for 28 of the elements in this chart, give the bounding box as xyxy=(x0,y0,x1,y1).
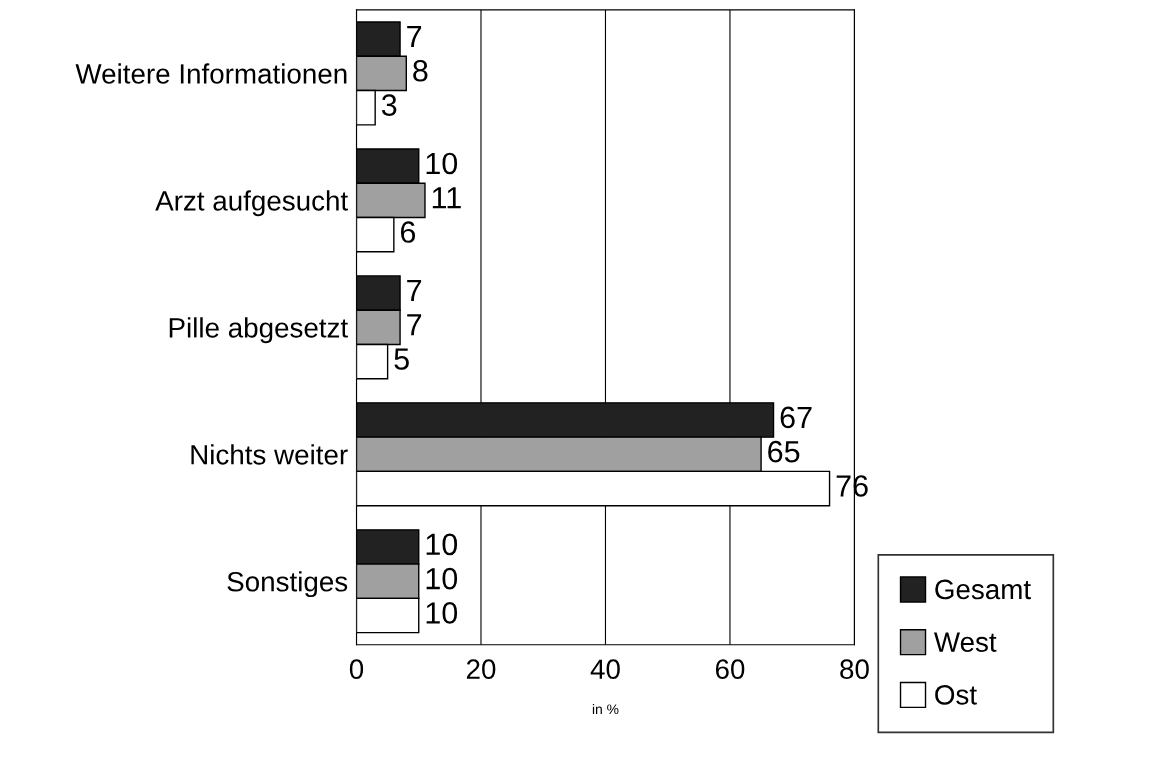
x-tick-label: 40 xyxy=(590,659,620,680)
y-tick-label: Weitere Informationen xyxy=(75,63,347,84)
data-label: 67 xyxy=(780,406,812,429)
x-tick-label: 0 xyxy=(349,659,364,680)
legend-label: Ost xyxy=(935,685,977,705)
data-label: 10 xyxy=(426,567,458,590)
data-label: 65 xyxy=(768,440,800,463)
data-label: 10 xyxy=(426,152,458,175)
data-label: 7 xyxy=(407,314,422,336)
data-label: 5 xyxy=(394,348,409,370)
x-tick-label: 20 xyxy=(466,659,496,680)
x-tick-label: 60 xyxy=(715,659,745,680)
data-label: 7 xyxy=(407,26,422,48)
y-tick-label: Sonstiges xyxy=(227,571,348,598)
data-label: 6 xyxy=(400,221,416,243)
data-label: 7 xyxy=(407,279,422,301)
data-label: 11 xyxy=(432,187,461,209)
y-tick-label: Arzt aufgesucht xyxy=(155,190,348,217)
x-axis-title: in % xyxy=(592,703,619,715)
data-label: 8 xyxy=(413,59,428,82)
legend-label: West xyxy=(933,632,997,652)
data-label: 3 xyxy=(381,94,397,116)
y-tick-label: Pille abgesetzt xyxy=(169,317,348,344)
data-label: 10 xyxy=(426,533,458,556)
legend-label: Gesamt xyxy=(935,579,1031,600)
x-tick-label: 80 xyxy=(840,659,869,680)
y-tick-label: Nichts weiter xyxy=(191,444,348,465)
data-label: 10 xyxy=(426,602,458,624)
